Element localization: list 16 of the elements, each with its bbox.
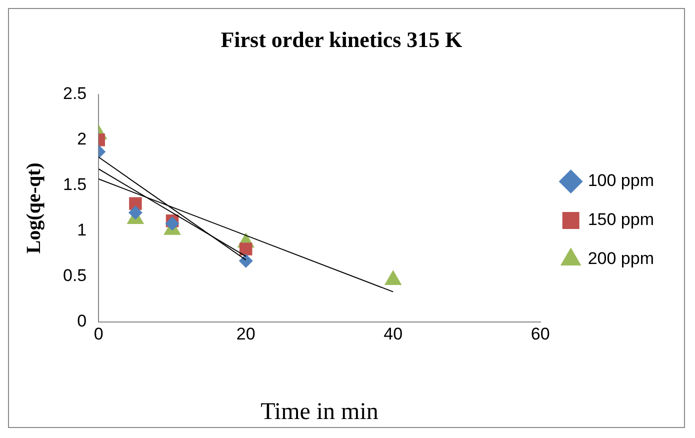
y-tick-label: 1.5 [62, 175, 87, 194]
x-axis-title: Time in min [260, 398, 378, 425]
legend-label: 150 ppm [588, 210, 654, 230]
y-tick-label: 1 [77, 220, 87, 240]
y-tick-label: 0 [77, 311, 87, 330]
x-tick-label: 60 [530, 324, 550, 344]
x-tick-label: 40 [384, 324, 403, 344]
y-tick-label: 2.5 [62, 84, 87, 104]
x-tick-label: 20 [236, 324, 256, 344]
y-tick-label: 0.5 [62, 266, 87, 286]
y-axis-title: Log(qe-qt) [23, 162, 46, 254]
legend-label: 200 ppm [588, 249, 654, 268]
chart-title: First order kinetics 315 K [220, 26, 462, 52]
legend-label: 100 ppm [588, 171, 654, 190]
x-tick-label: 0 [94, 324, 104, 344]
y-tick-label: 2 [77, 130, 87, 149]
